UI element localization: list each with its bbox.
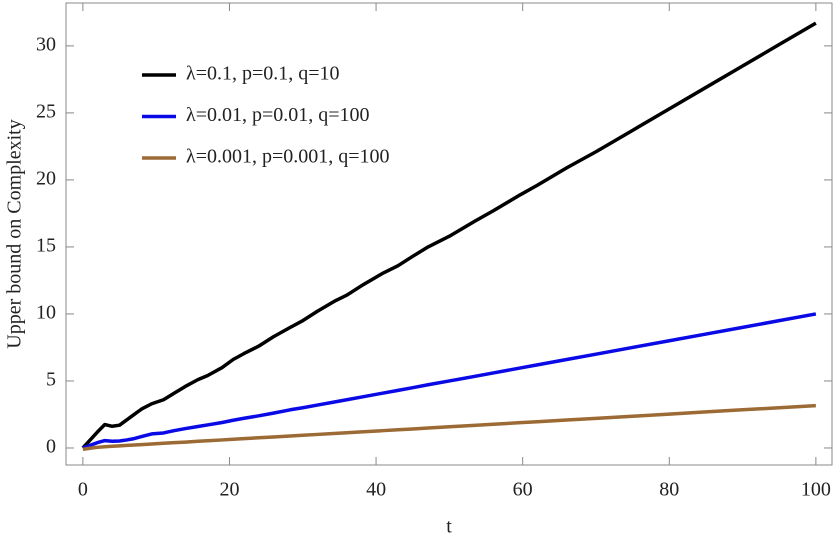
x-tick-label: 80: [659, 479, 679, 501]
y-tick-label: 10: [36, 302, 56, 324]
x-tick-label: 60: [513, 479, 533, 501]
x-tick-label: 40: [366, 479, 386, 501]
legend-label: λ=0.1, p=0.1, q=10: [186, 63, 340, 85]
x-tick-label: 100: [801, 479, 831, 501]
y-tick-label: 5: [46, 369, 56, 391]
y-tick-label: 20: [36, 168, 56, 190]
y-tick-label: 30: [36, 33, 56, 55]
x-tick-label: 0: [78, 479, 88, 501]
legend-label: λ=0.01, p=0.01, q=100: [186, 104, 370, 126]
series-line: [81, 21, 817, 450]
legend-label: λ=0.001, p=0.001, q=100: [186, 146, 390, 168]
y-tick-label: 0: [46, 436, 56, 458]
y-tick-label: 15: [36, 235, 56, 257]
x-tick-label: 20: [219, 479, 239, 501]
series-line: [82, 312, 817, 450]
series-line: [82, 403, 816, 452]
plot-frame: [65, 2, 833, 466]
y-tick-label: 25: [36, 100, 56, 122]
y-axis-label: Upper bound on Complexity: [4, 119, 26, 348]
x-axis-label: t: [446, 516, 452, 538]
